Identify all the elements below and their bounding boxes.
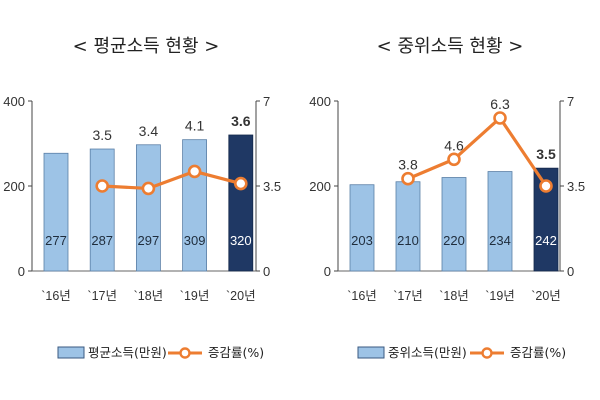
bar-value-label: 242 [535, 233, 557, 248]
rate-point [401, 171, 415, 186]
bar [89, 148, 115, 272]
bar [135, 144, 161, 272]
rate-point [234, 176, 248, 191]
right-axis-tick-label: 7 [567, 94, 574, 109]
x-axis-tick-label: `17년 [393, 289, 423, 303]
bar [441, 177, 467, 272]
bar [228, 134, 254, 272]
rate-series-line [407, 116, 548, 187]
legend-bar-label: 평균소득(만원) [88, 345, 167, 360]
rate-value-label: 3.6 [231, 113, 251, 129]
rate-value-label: 4.6 [444, 137, 464, 153]
x-axis-tick-label: `17년 [87, 289, 117, 303]
bar-value-label: 203 [351, 233, 373, 248]
legend-line-marker [179, 347, 191, 359]
right-axis-tick-label: 3.5 [567, 179, 585, 194]
left-axis-tick-label: 0 [18, 264, 25, 279]
bar-value-label: 277 [45, 233, 67, 248]
rate-point [539, 179, 553, 193]
bar [349, 184, 375, 272]
rate-point [141, 181, 156, 196]
rate-value-label: 3.8 [398, 157, 418, 173]
legend-bar-label: 중위소득(만원) [388, 345, 467, 360]
chart-plot-average: 0 200 400 0 3.5 7 277 287 297 309 320 3.5 3.4 4.1 3.6 `… [3, 94, 281, 360]
x-axis-tick-label: `18년 [134, 289, 164, 303]
rate-value-label: 3.4 [139, 123, 159, 139]
bar [395, 181, 421, 272]
bar-value-label: 220 [443, 233, 465, 248]
bar-value-label: 320 [230, 233, 252, 248]
x-axis-tick-label: `20년 [531, 289, 561, 303]
bar [182, 139, 208, 272]
right-axis-tick-label: 3.5 [263, 179, 281, 194]
rate-value-label: 3.5 [536, 146, 556, 162]
legend-bar-swatch [357, 346, 385, 359]
rate-series-line [102, 169, 242, 191]
bar-value-label: 234 [489, 233, 511, 248]
rate-point [493, 111, 507, 125]
bar-value-label: 287 [91, 233, 113, 248]
chart-title-median-income: < 중위소득 현황 > [377, 36, 524, 57]
left-axis-tick-label: 0 [324, 264, 331, 279]
legend-line-marker [481, 347, 493, 359]
right-axis-tick-label: 0 [567, 264, 574, 279]
left-axis-tick-label: 400 [309, 94, 331, 109]
x-axis-tick-label: `18년 [439, 289, 469, 303]
x-axis-tick-label: `20년 [226, 289, 256, 303]
x-axis-tick-label: `19년 [485, 289, 515, 303]
bar-value-label: 297 [138, 233, 160, 248]
rate-value-label: 4.1 [185, 118, 205, 134]
legend: 중위소득(만원) 증감률(%) [357, 345, 566, 360]
x-axis-tick-label: `16년 [347, 289, 377, 303]
rate-value-label: 3.5 [92, 127, 112, 143]
legend-line-label: 증감률(%) [510, 345, 566, 360]
bar-value-label: 210 [397, 233, 419, 248]
chart-title-average-income: < 평균소득 현황 > [73, 36, 220, 57]
bar-value-label: 309 [184, 233, 206, 248]
rate-point [447, 152, 461, 167]
legend-bar-swatch [57, 346, 85, 359]
left-axis-tick-label: 400 [3, 94, 25, 109]
rate-value-label: 6.3 [490, 96, 510, 112]
rate-point [187, 164, 202, 179]
bar [487, 171, 513, 272]
legend: 평균소득(만원) 증감률(%) [57, 345, 264, 360]
chart-plot-median: 0 200 400 0 3.5 7 203 210 220 234 242 3.8 4.6 6.3 3.5 `… [309, 94, 585, 360]
bar [43, 152, 69, 272]
right-axis-tick-label: 0 [263, 264, 270, 279]
left-axis-tick-label: 200 [309, 179, 331, 194]
x-axis-tick-label: `16년 [41, 289, 71, 303]
right-axis-tick-label: 7 [263, 94, 270, 109]
legend-line-label: 증감률(%) [208, 345, 264, 360]
rate-point [95, 179, 109, 193]
x-axis-tick-label: `19년 [180, 289, 210, 303]
left-axis-tick-label: 200 [3, 179, 25, 194]
